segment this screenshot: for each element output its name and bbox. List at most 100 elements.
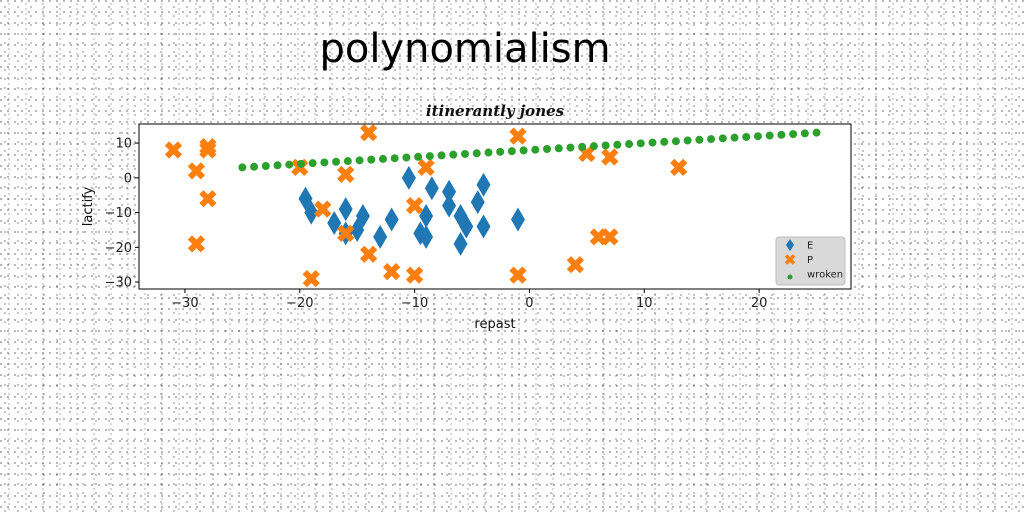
data-marks (164, 124, 821, 288)
legend-label-P: P (807, 255, 813, 266)
y-tick-label: 10 (115, 137, 132, 152)
data-point-wroken (332, 157, 341, 166)
data-point-wroken (261, 162, 270, 171)
data-point-P (187, 162, 206, 180)
data-point-wroken (449, 150, 458, 159)
data-point-P (670, 158, 688, 177)
data-point-wroken (507, 147, 516, 156)
data-point-E (373, 224, 388, 249)
data-point-P (417, 158, 435, 177)
y-tick-label: −30 (105, 276, 132, 291)
data-point-wroken (308, 159, 317, 168)
y-tick-label: −10 (105, 206, 132, 221)
x-tick-label: 10 (636, 296, 653, 311)
legend-label-E: E (807, 241, 813, 252)
data-point-wroken (730, 133, 739, 142)
data-point-P (509, 266, 527, 284)
legend-marker-P (784, 254, 796, 265)
data-point-E (510, 207, 525, 232)
data-point-P (383, 263, 401, 281)
x-tick-label: −30 (171, 296, 198, 311)
data-point-wroken (355, 156, 364, 165)
data-point-E (476, 172, 491, 197)
data-point-wroken (718, 134, 727, 143)
data-point-wroken (613, 140, 622, 149)
y-axis-label: lactify (81, 186, 96, 226)
data-point-wroken (296, 159, 305, 168)
data-point-P (164, 141, 183, 159)
data-point-wroken (320, 158, 329, 167)
data-point-E (338, 197, 353, 222)
data-point-E (304, 200, 319, 225)
data-point-wroken (636, 139, 645, 148)
data-point-wroken (378, 154, 387, 163)
data-point-P (337, 165, 355, 183)
data-point-wroken (519, 146, 528, 155)
data-point-P (187, 235, 206, 253)
data-point-wroken (414, 152, 423, 161)
data-point-wroken (367, 155, 376, 164)
data-point-wroken (753, 132, 762, 141)
legend-label-wroken: wroken (807, 270, 843, 281)
legend-box (775, 236, 846, 286)
data-point-wroken (238, 163, 247, 172)
data-point-wroken (683, 136, 692, 145)
data-point-P (360, 245, 378, 263)
data-point-wroken (578, 142, 587, 151)
data-point-E (424, 176, 439, 201)
data-point-E (384, 207, 399, 232)
y-tick-label: 0 (124, 171, 132, 186)
data-point-E (476, 214, 491, 239)
x-tick-label: 20 (751, 296, 768, 311)
data-point-wroken (402, 153, 411, 162)
data-point-wroken (484, 148, 493, 157)
data-point-wroken (660, 137, 669, 146)
data-point-wroken (461, 149, 470, 158)
data-point-E (459, 214, 474, 239)
data-point-wroken (589, 142, 598, 151)
data-point-wroken (543, 144, 552, 153)
data-point-P (405, 266, 424, 284)
data-point-wroken (777, 130, 786, 139)
data-point-wroken (566, 143, 575, 152)
data-point-wroken (437, 151, 446, 160)
data-point-wroken (742, 132, 751, 141)
series-wroken (238, 128, 821, 172)
data-point-wroken (496, 147, 505, 156)
data-point-P (405, 197, 424, 215)
data-point-E (470, 190, 485, 215)
data-point-wroken (390, 154, 399, 163)
data-point-wroken (250, 162, 259, 171)
data-point-P (566, 256, 585, 274)
chart-title: itinerantly jones (426, 102, 565, 120)
data-point-P (314, 200, 332, 218)
data-point-P (601, 228, 619, 246)
data-point-E (355, 204, 370, 229)
data-point-E (419, 224, 434, 249)
data-point-wroken (285, 160, 294, 169)
data-point-P (337, 224, 355, 243)
data-point-wroken (273, 161, 282, 170)
data-point-wroken (343, 157, 352, 166)
data-point-wroken (472, 149, 481, 158)
plot-area (139, 124, 851, 289)
data-point-wroken (812, 128, 821, 137)
data-point-P (199, 190, 217, 208)
legend-marker-wroken (787, 274, 793, 280)
y-axis-ticks: 10 0 −10 −20 −30 (105, 137, 139, 291)
data-point-P (360, 124, 378, 142)
data-point-P (199, 141, 217, 159)
data-point-wroken (531, 145, 540, 154)
data-point-wroken (789, 130, 798, 139)
data-point-E (442, 179, 457, 204)
x-axis-ticks: −30 −20 −10 0 10 20 (171, 289, 767, 311)
data-point-wroken (707, 135, 716, 144)
plot-frame (138, 123, 852, 290)
data-point-wroken (695, 135, 704, 144)
data-point-wroken (671, 137, 680, 146)
data-point-wroken (601, 141, 610, 150)
y-tick-label: −20 (105, 241, 132, 256)
data-point-E (453, 231, 468, 256)
